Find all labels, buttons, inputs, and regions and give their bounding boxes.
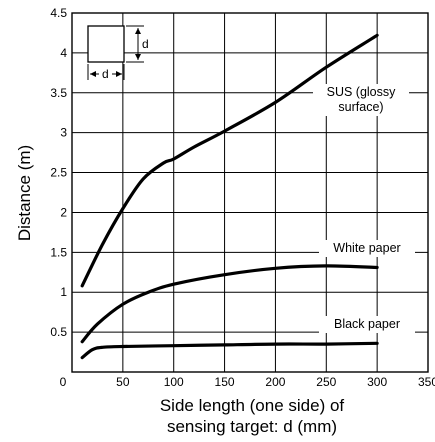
- grid: [72, 13, 428, 372]
- x-axis-title-line-2: sensing target: d (mm): [167, 417, 337, 436]
- x-tick-label: 100: [164, 375, 184, 389]
- sus-glossy-surface-curve: [80, 33, 379, 288]
- sus-label-line-1: SUS (glossy: [327, 85, 397, 99]
- x-tick-label: 200: [265, 375, 285, 389]
- y-tick-label: 4: [60, 46, 67, 60]
- plot-frame: [71, 12, 429, 373]
- y-tick-label: 3.5: [50, 86, 67, 100]
- y-tick-label: 0.5: [50, 325, 67, 339]
- inset-height-label: d: [142, 37, 149, 51]
- black-paper-curve: [80, 341, 379, 360]
- x-axis-title-line-1: Side length (one side) of: [160, 396, 345, 415]
- sus-label-line-2: surface): [338, 100, 383, 114]
- x-tick-label: 0: [60, 375, 67, 389]
- x-tick-label: 250: [316, 375, 336, 389]
- series-label-background: [313, 84, 409, 116]
- target-square: [87, 25, 125, 63]
- y-tick-label: 1.5: [50, 245, 67, 259]
- y-tick-label: 2: [60, 205, 67, 219]
- y-tick-label: 4.5: [50, 6, 67, 20]
- white-paper-curve: [80, 264, 379, 344]
- y-tick-label: 1: [60, 285, 67, 299]
- y-tick-label: 2.5: [50, 166, 67, 180]
- x-tick-label: 350: [418, 375, 435, 389]
- y-tick-label: 3: [60, 126, 67, 140]
- inset-width-label: d: [102, 67, 109, 81]
- target-square-inset: d d: [87, 25, 149, 81]
- x-tick-label: 300: [367, 375, 387, 389]
- y-axis-title: Distance (m): [15, 145, 34, 241]
- tick-labels: 0.5 1 1.5 2 2.5 3 3.5 4 4.5 0 50 100 150 200 250 300 350: [50, 6, 435, 389]
- white-paper-label: White paper: [333, 241, 400, 255]
- black-paper-label: Black paper: [334, 317, 400, 331]
- series-label-background: [319, 240, 415, 257]
- x-tick-label: 150: [215, 375, 235, 389]
- x-tick-label: 50: [116, 375, 130, 389]
- series-label-background: [319, 316, 415, 333]
- curves: [80, 33, 379, 360]
